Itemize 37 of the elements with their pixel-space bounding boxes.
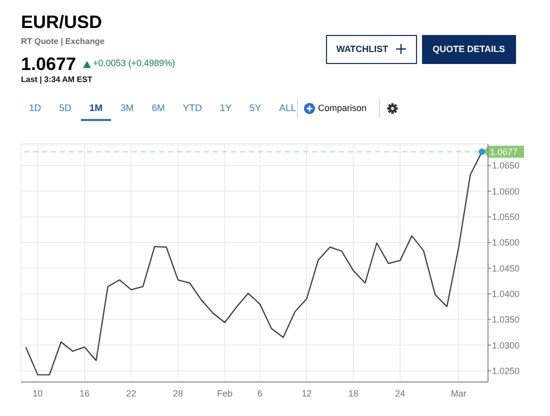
- text: 1M: [89, 102, 103, 114]
- x-tick-label: 18: [348, 388, 358, 398]
- text: Comparison: [318, 102, 367, 113]
- y-tick-label: 1.0600: [492, 186, 520, 196]
- x-tick-label: 22: [126, 388, 136, 398]
- y-tick-label: 1.0300: [492, 340, 520, 350]
- y-tick-label: 1.0500: [492, 238, 520, 248]
- x-tick-label: Mar: [450, 388, 466, 398]
- y-tick-label: 1.0400: [492, 288, 520, 299]
- y-tick-label: 1.0450: [492, 263, 520, 274]
- chart-title: EUR/USD: [21, 12, 102, 32]
- x-tick-label: Feb: [217, 388, 233, 398]
- x-tick-label: 12: [302, 388, 312, 398]
- text: Last | 3:34 AM EST: [21, 75, 92, 84]
- y-tick-label: 1.0350: [492, 314, 520, 325]
- x-tick-label: 10: [32, 388, 43, 398]
- button: WATCHLIST: [326, 34, 416, 64]
- text: 6M: [152, 102, 165, 114]
- y-tick-label: 1.0250: [492, 366, 520, 376]
- button: QUOTE DETAILS: [422, 34, 516, 64]
- chart-subtitle: RT Quote | Exchange: [21, 36, 104, 46]
- x-tick-label: 24: [395, 388, 406, 398]
- text: 1Y: [220, 102, 232, 114]
- text: 1.0677: [21, 54, 76, 74]
- y-tick-label: 1.0650: [492, 160, 520, 171]
- text: ALL: [279, 102, 296, 114]
- text: 5D: [59, 102, 72, 114]
- x-tick-label: 16: [79, 388, 90, 398]
- text: +0.0053 (+0.4989%): [93, 58, 176, 68]
- y-tick-label: 1.0550: [492, 212, 520, 222]
- x-tick-label: 6: [257, 388, 262, 398]
- text: 3M: [120, 102, 134, 114]
- text: YTD: [182, 102, 202, 114]
- text: 5Y: [250, 102, 262, 114]
- x-tick-label: 28: [172, 388, 184, 398]
- text: 1D: [29, 102, 42, 114]
- ref-line-label: 1.0677: [490, 146, 518, 157]
